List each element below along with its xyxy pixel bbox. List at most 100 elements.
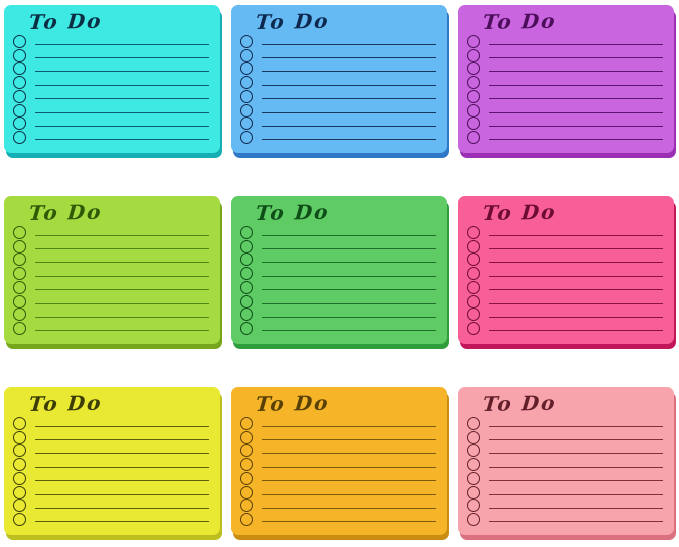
writing-line — [35, 439, 209, 441]
checkbox-circle-icon — [240, 267, 253, 281]
todo-line-row — [13, 444, 211, 458]
checkbox-circle-icon — [240, 485, 253, 499]
writing-line — [35, 466, 209, 468]
todo-line-row — [467, 444, 665, 458]
writing-line — [262, 466, 436, 468]
writing-line — [35, 507, 209, 509]
writing-line — [489, 494, 663, 496]
checkbox-circle-icon — [467, 308, 480, 322]
todo-line-row — [13, 499, 211, 513]
checkbox-circle-icon — [13, 267, 26, 281]
todo-line-row — [13, 103, 211, 117]
checkbox-circle-icon — [240, 226, 253, 239]
todo-note-purple: To Do — [458, 5, 674, 153]
todo-line-row — [240, 35, 438, 48]
writing-line — [35, 521, 209, 523]
note-title: To Do — [254, 199, 331, 225]
checkbox-circle-icon — [13, 444, 26, 458]
todo-line-row — [13, 62, 211, 76]
writing-line — [262, 248, 436, 250]
note-lines — [231, 414, 447, 535]
writing-line — [489, 439, 663, 441]
checkbox-circle-icon — [13, 89, 26, 103]
writing-line — [35, 84, 209, 86]
writing-line — [262, 261, 436, 263]
todo-line-row — [240, 294, 438, 308]
checkbox-circle-icon — [240, 308, 253, 322]
writing-line — [262, 439, 436, 441]
todo-line-row — [240, 226, 438, 239]
todo-line-row — [467, 321, 665, 335]
writing-line — [35, 452, 209, 454]
todo-line-row — [13, 117, 211, 131]
todo-line-row — [240, 253, 438, 267]
todo-line-row — [240, 471, 438, 485]
writing-line — [35, 494, 209, 496]
checkbox-circle-icon — [240, 471, 253, 485]
note-lines — [458, 414, 674, 535]
writing-line — [489, 507, 663, 509]
writing-line — [35, 261, 209, 263]
todo-line-row — [467, 430, 665, 444]
writing-line — [35, 70, 209, 72]
todo-line-row — [240, 130, 438, 144]
todo-line-row — [240, 280, 438, 294]
writing-line — [489, 98, 663, 100]
todo-note-blue: To Do — [231, 5, 447, 153]
writing-line — [35, 112, 209, 114]
todo-line-row — [240, 444, 438, 458]
todo-line-row — [13, 458, 211, 472]
note-lines — [458, 32, 674, 153]
writing-line — [262, 98, 436, 100]
checkbox-circle-icon — [240, 417, 253, 430]
writing-line — [35, 425, 209, 427]
checkbox-circle-icon — [240, 117, 253, 131]
checkbox-circle-icon — [467, 130, 480, 144]
checkbox-circle-icon — [467, 239, 480, 253]
checkbox-circle-icon — [240, 130, 253, 144]
checkbox-circle-icon — [467, 485, 480, 499]
todo-line-row — [240, 76, 438, 90]
todo-note-cyan: To Do — [4, 5, 220, 153]
todo-line-row — [467, 89, 665, 103]
writing-line — [262, 480, 436, 482]
note-lines — [4, 223, 220, 344]
writing-line — [262, 521, 436, 523]
todo-line-row — [467, 130, 665, 144]
checkbox-circle-icon — [467, 444, 480, 458]
todo-line-row — [240, 321, 438, 335]
writing-line — [489, 521, 663, 523]
writing-line — [489, 234, 663, 236]
todo-line-row — [467, 267, 665, 281]
checkbox-circle-icon — [13, 280, 26, 294]
writing-line — [262, 125, 436, 127]
todo-line-row — [467, 226, 665, 239]
checkbox-circle-icon — [240, 280, 253, 294]
todo-line-row — [467, 117, 665, 131]
checkbox-circle-icon — [240, 62, 253, 76]
writing-line — [35, 289, 209, 291]
writing-line — [489, 112, 663, 114]
todo-line-row — [13, 485, 211, 499]
note-title: To Do — [481, 199, 558, 225]
todo-line-row — [13, 239, 211, 253]
checkbox-circle-icon — [467, 512, 480, 526]
checkbox-circle-icon — [13, 103, 26, 117]
checkbox-circle-icon — [467, 267, 480, 281]
checkbox-circle-icon — [467, 76, 480, 90]
todo-line-row — [467, 458, 665, 472]
checkbox-circle-icon — [13, 512, 26, 526]
checkbox-circle-icon — [13, 130, 26, 144]
todo-line-row — [240, 267, 438, 281]
writing-line — [35, 480, 209, 482]
checkbox-circle-icon — [467, 226, 480, 239]
checkbox-circle-icon — [13, 117, 26, 131]
checkbox-circle-icon — [240, 76, 253, 90]
writing-line — [262, 289, 436, 291]
todo-line-row — [240, 458, 438, 472]
writing-line — [489, 303, 663, 305]
checkbox-circle-icon — [467, 62, 480, 76]
checkbox-circle-icon — [13, 308, 26, 322]
checkbox-circle-icon — [240, 48, 253, 62]
writing-line — [35, 303, 209, 305]
